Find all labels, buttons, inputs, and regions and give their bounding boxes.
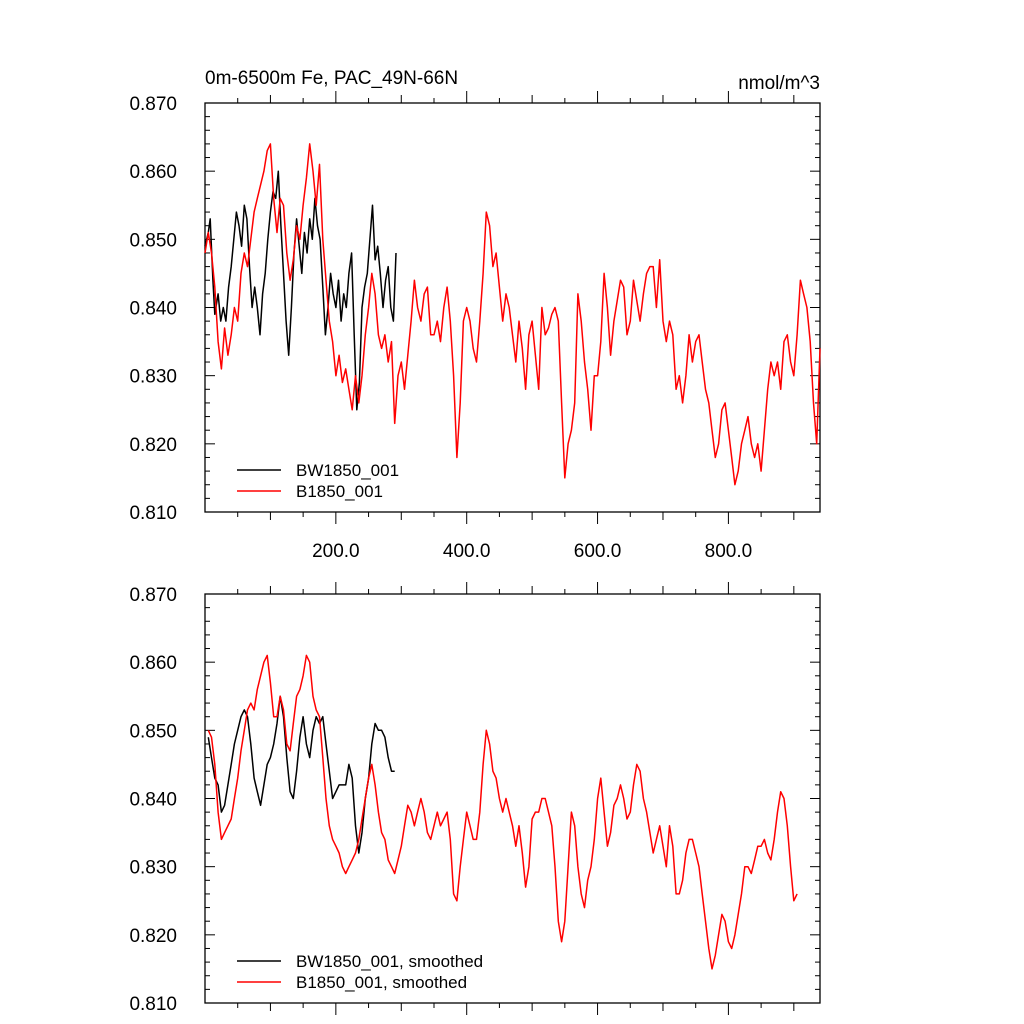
- legend-label: BW1850_001, smoothed: [296, 952, 483, 971]
- legend-label: B1850_001: [296, 482, 383, 501]
- series-line-bw1850: [204, 170, 397, 411]
- legend-label: B1850_001, smoothed: [296, 973, 467, 992]
- plot-frame: [204, 102, 821, 513]
- series-line-b1850: [207, 654, 798, 970]
- y-tick-label: 0.850: [129, 721, 177, 742]
- y-tick-label: 0.830: [129, 367, 177, 388]
- y-tick-label: 0.810: [129, 994, 177, 1015]
- y-tick-label: 0.860: [129, 653, 177, 674]
- units-label: nmol/m^3: [738, 73, 820, 94]
- series-line-b1850: [204, 143, 821, 486]
- y-tick-label: 0.810: [129, 503, 177, 524]
- x-tick-label: 800.0: [705, 541, 753, 562]
- y-tick-label: 0.870: [129, 585, 177, 606]
- legend-label: BW1850_001: [296, 461, 399, 480]
- y-tick-label: 0.850: [129, 230, 177, 251]
- y-tick-label: 0.820: [129, 435, 177, 456]
- panel-raw: 0m-6500m Fe, PAC_49N-66N nmol/m^3 0.810 0…: [129, 68, 821, 562]
- x-tick-label: 200.0: [312, 541, 360, 562]
- chart-title: 0m-6500m Fe, PAC_49N-66N: [205, 68, 458, 89]
- panel-smoothed: 0.810 0.820 0.830 0.840 0.850 0.860 0.870 BW185…: [129, 582, 821, 1015]
- y-tick-label: 0.840: [129, 790, 177, 811]
- series-line-bw1850: [207, 695, 395, 854]
- y-tick-label: 0.840: [129, 299, 177, 320]
- y-tick-label: 0.860: [129, 162, 177, 183]
- y-tick-label: 0.870: [129, 94, 177, 115]
- x-tick-label: 600.0: [574, 541, 622, 562]
- y-tick-label: 0.830: [129, 858, 177, 879]
- y-tick-label: 0.820: [129, 926, 177, 947]
- x-tick-label: 400.0: [443, 541, 491, 562]
